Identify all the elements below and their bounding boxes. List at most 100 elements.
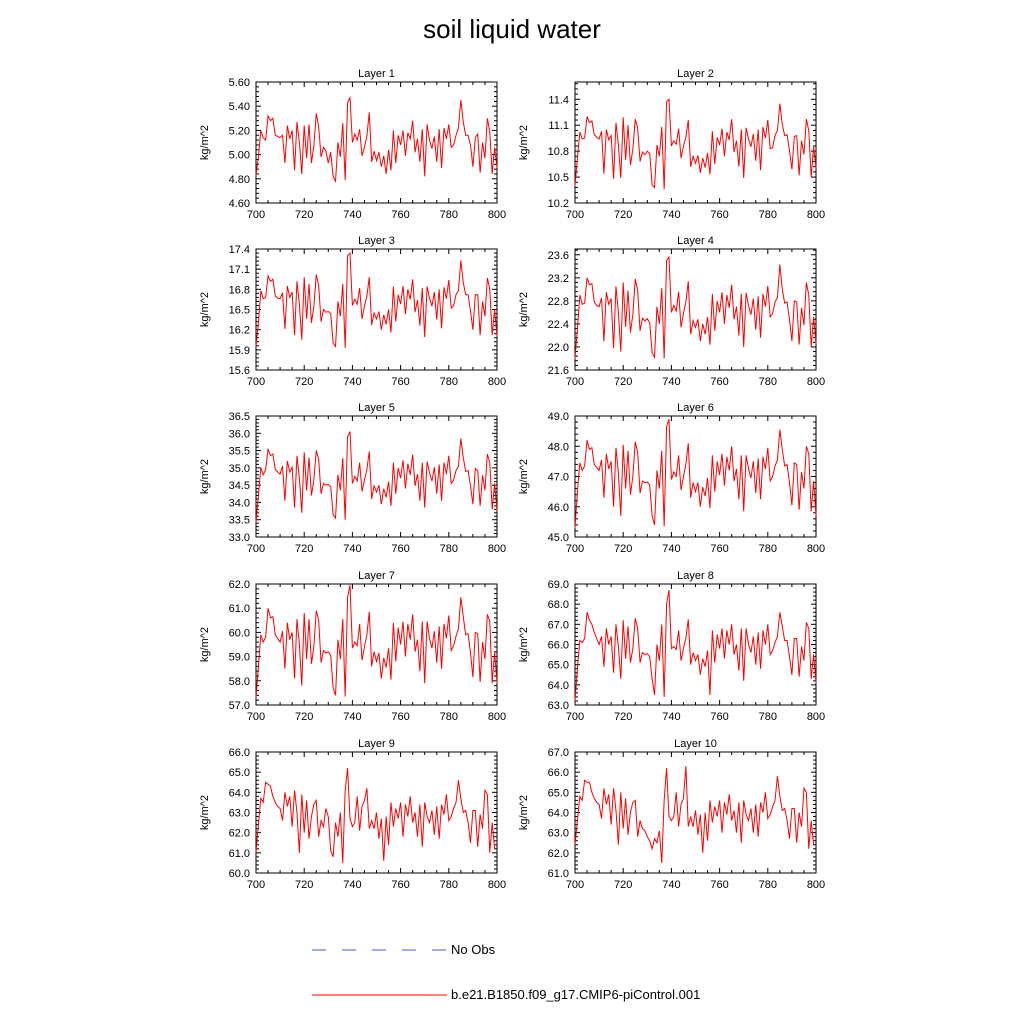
y-tick-label: 65.0	[548, 660, 569, 672]
x-tick-label: 720	[614, 376, 632, 388]
series-line	[574, 255, 817, 360]
y-axis-label: kg/m^2	[518, 125, 530, 160]
x-tick-label: 760	[710, 209, 728, 221]
panel-10: Layer 10 700 720 740 760 780 800 61.0 62.0 63.0 64…	[518, 738, 825, 891]
panel-title: Layer 4	[677, 235, 714, 247]
y-tick-label: 10.5	[548, 172, 569, 184]
y-tick-label: 62.0	[229, 828, 250, 840]
x-tick-label: 800	[488, 879, 506, 891]
y-tick-label: 23.2	[548, 273, 569, 285]
panel-6: Layer 6 700 720 740 760 780 800 45.0 46.0 47.0 48.…	[518, 402, 825, 555]
panel-title: Layer 5	[358, 402, 395, 414]
panel-title: Layer 2	[677, 68, 714, 80]
x-tick-label: 720	[295, 376, 313, 388]
x-tick-label: 760	[391, 376, 409, 388]
x-tick-label: 700	[247, 711, 265, 723]
y-tick-label: 46.0	[548, 502, 569, 514]
y-tick-label: 5.00	[229, 150, 250, 162]
x-tick-label: 740	[343, 209, 361, 221]
y-tick-label: 65.0	[229, 767, 250, 779]
y-axis-label: kg/m^2	[199, 795, 211, 830]
x-tick-label: 720	[295, 711, 313, 723]
y-tick-label: 68.0	[548, 599, 569, 611]
y-tick-label: 61.0	[229, 603, 250, 615]
y-axis-label: kg/m^2	[199, 292, 211, 327]
x-tick-label: 780	[759, 879, 777, 891]
figure-title: soil liquid water	[423, 14, 601, 44]
y-tick-label: 62.0	[229, 579, 250, 591]
y-tick-label: 4.80	[229, 174, 250, 186]
y-tick-label: 58.0	[229, 676, 250, 688]
y-tick-label: 22.0	[548, 342, 569, 354]
x-tick-label: 760	[391, 711, 409, 723]
y-tick-label: 22.8	[548, 296, 569, 308]
panel-7: Layer 7 700 720 740 760 780 800 57.0 58.0 59.0 60.…	[199, 570, 506, 723]
y-tick-label: 62.0	[548, 848, 569, 860]
x-tick-label: 720	[295, 543, 313, 555]
y-axis-label: kg/m^2	[199, 627, 211, 662]
y-tick-label: 17.4	[229, 244, 250, 256]
x-tick-label: 800	[807, 209, 825, 221]
y-tick-label: 66.0	[548, 767, 569, 779]
x-tick-label: 740	[662, 209, 680, 221]
y-tick-label: 64.0	[229, 787, 250, 799]
series-line	[255, 768, 496, 863]
x-tick-label: 780	[759, 209, 777, 221]
panel-title: Layer 9	[358, 738, 395, 750]
y-tick-label: 34.5	[229, 480, 250, 492]
y-tick-label: 5.60	[229, 77, 250, 89]
series-line	[574, 98, 817, 190]
x-tick-label: 760	[391, 209, 409, 221]
y-tick-label: 16.8	[229, 284, 250, 296]
series-line	[255, 585, 498, 698]
y-tick-label: 57.0	[229, 700, 250, 712]
y-tick-label: 35.5	[229, 446, 250, 458]
y-tick-label: 66.0	[548, 640, 569, 652]
y-tick-label: 21.6	[548, 365, 569, 377]
series-line	[574, 589, 817, 702]
x-tick-label: 780	[440, 376, 458, 388]
x-tick-label: 780	[440, 209, 458, 221]
x-tick-label: 700	[566, 879, 584, 891]
x-tick-label: 740	[343, 711, 361, 723]
plot-frame	[574, 583, 817, 706]
y-tick-label: 60.0	[229, 627, 250, 639]
panel-8: Layer 8 700 720 740 760 780 800 63.0 64.0 65.0 66.…	[518, 570, 825, 723]
panel-1: Layer 1 700 720 740 760 780 800 4.60 4.80 5.00 5.2…	[199, 68, 506, 221]
y-axis-label: kg/m^2	[199, 125, 211, 160]
y-tick-label: 15.6	[229, 365, 250, 377]
x-tick-label: 780	[759, 543, 777, 555]
y-tick-label: 63.0	[229, 808, 250, 820]
x-tick-label: 720	[295, 879, 313, 891]
x-tick-label: 740	[343, 879, 361, 891]
x-tick-label: 720	[295, 209, 313, 221]
x-tick-label: 760	[391, 543, 409, 555]
y-tick-label: 10.2	[548, 198, 569, 210]
x-tick-label: 780	[440, 543, 458, 555]
x-tick-label: 740	[662, 543, 680, 555]
x-tick-label: 800	[488, 543, 506, 555]
panel-3: Layer 3 700 720 740 760 780 800 15.6 15.9 16.2 16.…	[199, 235, 506, 388]
panel-2: Layer 2 700 720 740 760 780 800 10.2 10.5 10.8 11.…	[518, 68, 825, 221]
y-tick-label: 5.40	[229, 101, 250, 113]
x-tick-label: 800	[488, 376, 506, 388]
x-tick-label: 740	[343, 543, 361, 555]
x-tick-label: 700	[566, 543, 584, 555]
y-tick-label: 48.0	[548, 441, 569, 453]
x-tick-label: 740	[662, 879, 680, 891]
x-tick-label: 700	[247, 376, 265, 388]
x-tick-label: 760	[710, 879, 728, 891]
y-tick-label: 60.0	[229, 868, 250, 880]
x-tick-label: 800	[488, 209, 506, 221]
x-tick-label: 700	[247, 209, 265, 221]
y-tick-label: 34.0	[229, 497, 250, 509]
x-tick-label: 700	[566, 376, 584, 388]
y-tick-label: 64.0	[548, 808, 569, 820]
y-axis-label: kg/m^2	[518, 627, 530, 662]
panel-4: Layer 4 700 720 740 760 780 800 21.6 22.0 22.4 22.…	[518, 235, 825, 388]
y-tick-label: 61.0	[548, 868, 569, 880]
series-line	[574, 418, 817, 528]
x-tick-label: 720	[614, 209, 632, 221]
x-tick-label: 760	[710, 543, 728, 555]
